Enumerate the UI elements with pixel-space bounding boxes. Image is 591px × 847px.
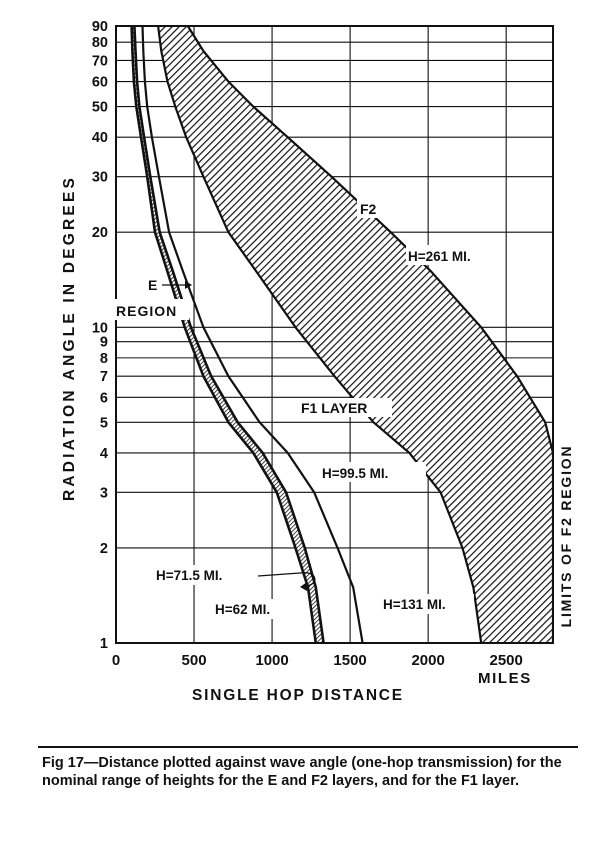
annotation-h-261: H=261 MI. <box>408 249 471 264</box>
y-tick-label: 3 <box>100 485 108 501</box>
annotation-f1-layer: F1 LAYER <box>301 400 367 416</box>
annotation-e: E <box>148 277 157 293</box>
annotation-h-62: H=62 MI. <box>215 602 270 617</box>
y-tick-label: 30 <box>92 170 108 186</box>
x-tick-label: 2000 <box>411 652 444 669</box>
curve-h-131-mi <box>157 26 483 643</box>
annotation-h-99-5: H=99.5 MI. <box>322 466 388 481</box>
curve-h-99-5-mi <box>141 26 364 643</box>
x-axis-label: SINGLE HOP DISTANCE <box>192 687 404 704</box>
y-tick-label: 1 <box>100 636 108 652</box>
x-tick-label: 1500 <box>333 652 366 669</box>
curve-h-261-mi <box>186 26 553 643</box>
y-tick-label: 5 <box>100 415 108 431</box>
x-unit-label: MILES <box>478 670 532 687</box>
y-tick-label: 2 <box>100 541 108 557</box>
y-tick-label: 40 <box>92 130 108 146</box>
y-tick-label: 60 <box>92 75 108 91</box>
x-tick-label: 0 <box>112 652 120 669</box>
y-tick-label: 50 <box>92 100 108 116</box>
plot-frame <box>115 25 554 644</box>
y-axis-label: RADIATION ANGLE IN DEGREES <box>61 175 78 501</box>
annotation-limits-f2: LIMITS OF F2 REGION <box>558 445 574 628</box>
annotation-h-131: H=131 MI. <box>383 597 446 612</box>
h-71-5-arrowhead <box>300 582 307 591</box>
caption-rule <box>38 746 578 748</box>
y-tick-label: 70 <box>92 53 108 69</box>
y-tick-label: 90 <box>92 19 108 35</box>
x-tick-label: 1000 <box>255 652 288 669</box>
h-71-5-pointer <box>257 572 316 587</box>
y-tick-label: 80 <box>92 35 108 51</box>
y-tick-label: 9 <box>100 335 108 351</box>
annotation-e-region: REGION <box>116 303 177 319</box>
y-tick-label: 8 <box>100 351 108 367</box>
y-tick-label: 4 <box>100 446 108 462</box>
y-tick-label: 7 <box>100 369 108 385</box>
annotation-f2: F2 <box>360 201 377 217</box>
x-tick-label: 2500 <box>489 652 522 669</box>
band-f2 <box>158 26 553 643</box>
e-region-arrowhead <box>185 281 192 289</box>
x-tick-label: 500 <box>182 652 207 669</box>
y-tick-label: 20 <box>92 225 108 241</box>
annotation-h-71-5: H=71.5 MI. <box>156 568 222 583</box>
y-tick-label: 6 <box>100 390 108 406</box>
y-tick-label: 10 <box>92 320 108 336</box>
figure-caption: Fig 17—Distance plotted against wave ang… <box>42 755 562 789</box>
